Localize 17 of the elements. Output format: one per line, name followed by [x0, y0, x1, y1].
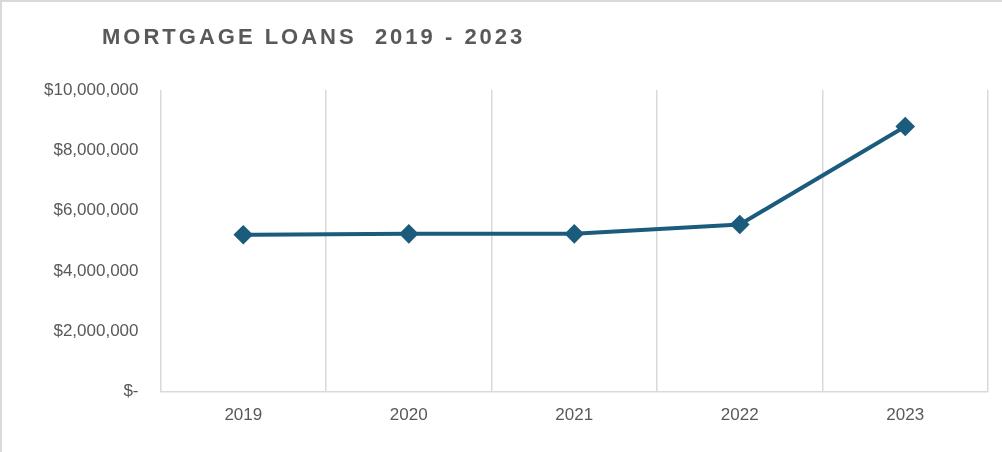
point [896, 117, 915, 136]
y-tick-label: $6,000,000 [53, 200, 139, 220]
y-tick-label: $8,000,000 [53, 140, 139, 160]
point [730, 215, 749, 234]
x-tick-label: 2022 [720, 405, 759, 425]
point [234, 225, 253, 244]
y-tick-label: $2,000,000 [53, 320, 139, 340]
y-tick-label: $10,000,000 [43, 79, 139, 99]
point [399, 224, 418, 243]
x-tick-label: 2021 [555, 405, 594, 425]
x-tick-label: 2019 [224, 405, 263, 425]
point [565, 224, 584, 243]
x-tick-label: 2020 [389, 405, 428, 425]
chart-title: MORTGAGE LOANS 2019 - 2023 [102, 24, 526, 50]
x-tick-label: 2023 [886, 405, 925, 425]
y-tick-label: $- [123, 381, 139, 401]
y-tick-label: $4,000,000 [53, 260, 139, 280]
